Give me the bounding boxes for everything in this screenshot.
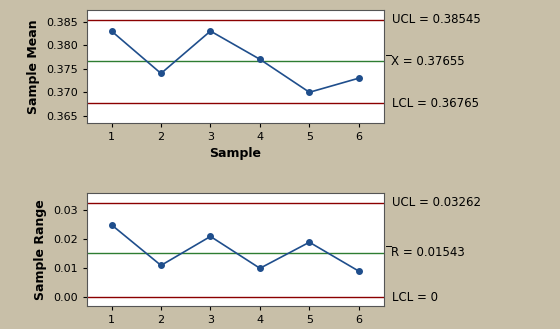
Text: UCL = 0.03262: UCL = 0.03262 bbox=[392, 196, 481, 209]
Y-axis label: Sample Range: Sample Range bbox=[35, 199, 48, 300]
Y-axis label: Sample Mean: Sample Mean bbox=[27, 19, 40, 114]
X-axis label: Sample: Sample bbox=[209, 147, 261, 161]
Text: LCL = 0.36765: LCL = 0.36765 bbox=[392, 97, 479, 110]
Text: ̅̅X = 0.37655: ̅̅X = 0.37655 bbox=[392, 55, 465, 68]
Text: ̅R = 0.01543: ̅R = 0.01543 bbox=[392, 246, 466, 259]
Text: LCL = 0: LCL = 0 bbox=[392, 291, 438, 304]
Text: UCL = 0.38545: UCL = 0.38545 bbox=[392, 13, 480, 26]
